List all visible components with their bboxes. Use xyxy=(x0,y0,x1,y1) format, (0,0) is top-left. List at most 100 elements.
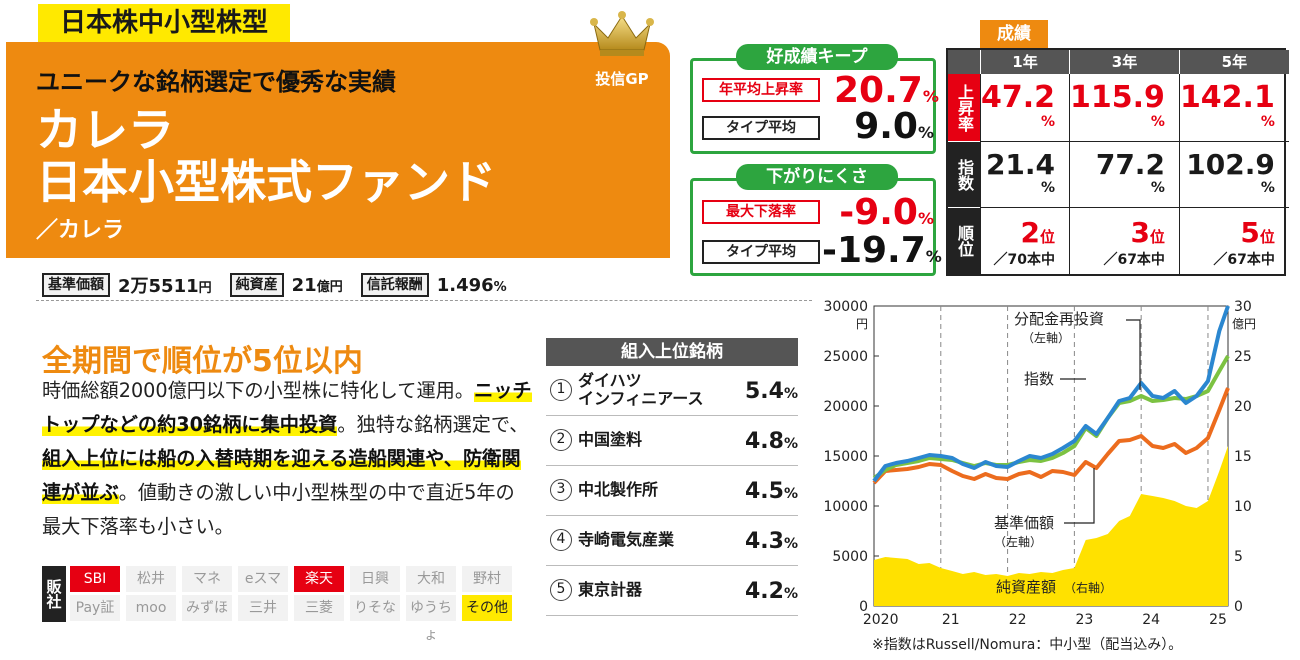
performance-table: 1年 3年 5年 上昇率 47.2% 115.9% 142.1% 指数 21.4… xyxy=(946,48,1289,276)
index-5y: 102.9% xyxy=(1178,142,1289,208)
downside-row2-label: タイプ平均 xyxy=(702,240,820,264)
stat-label-assets: 純資産 xyxy=(229,273,284,297)
broker-cell: 松井 xyxy=(126,566,176,593)
downside-box xyxy=(690,178,936,276)
stat-label-nav: 基準価額 xyxy=(42,273,110,297)
y-tick-left: 15000 xyxy=(823,449,868,465)
x-tick-label: 22 xyxy=(1009,612,1027,628)
broker-cell: 日興 xyxy=(350,566,400,593)
broker-cell: eスマ xyxy=(238,566,288,593)
col-5y: 5年 xyxy=(1178,50,1289,74)
broker-cell: moo xyxy=(126,595,176,622)
label-index: 指数 xyxy=(1024,370,1054,388)
stat-value-nav: 2万5511円 xyxy=(118,276,212,297)
broker-cell: 三井 xyxy=(238,595,288,622)
company-name: ／カレラ xyxy=(36,218,125,243)
y-tick-left: 25000 xyxy=(823,349,868,365)
broker-cell: 三菱 xyxy=(294,595,344,622)
good-perf-row2-label: タイプ平均 xyxy=(702,116,820,140)
y-tick-left: 0 xyxy=(859,599,868,615)
x-tick-label: 25 xyxy=(1209,612,1227,628)
stats-row: 基準価額 2万5511円 純資産 21億円 信託報酬 1.496% xyxy=(42,272,507,298)
rank-3y: 3位 ／67本中 xyxy=(1069,208,1179,274)
x-tick-label: 24 xyxy=(1142,612,1160,628)
broker-label: 販社 xyxy=(42,566,66,622)
stat-value-fee: 1.496% xyxy=(436,274,507,296)
rise-1y: 47.2% xyxy=(980,74,1070,142)
broker-cell: ゆうちょ xyxy=(406,595,456,643)
rank-label: 順位 xyxy=(948,208,980,274)
label-reinvest: 分配金再投資 xyxy=(1014,310,1104,328)
downside-row1-label: 最大下落率 xyxy=(702,200,820,224)
fund-name-line2: 日本小型株式ファンド xyxy=(36,155,496,209)
downside-title: 下がりにくさ xyxy=(736,164,898,190)
award-label: 投信GP xyxy=(595,70,649,88)
y-tick-left: 30000 xyxy=(823,299,868,315)
col-3y: 3年 xyxy=(1069,50,1179,74)
performance-title: 成績 xyxy=(980,20,1048,48)
x-tick-label: 21 xyxy=(942,612,960,628)
fund-header xyxy=(6,42,670,258)
broker-cell: マネ xyxy=(182,566,232,593)
broker-cell: みずほ xyxy=(182,595,232,622)
right-unit: 億円 xyxy=(1232,317,1256,331)
label-nav: 基準価額 xyxy=(994,514,1054,532)
broker-cell: りそな xyxy=(350,595,400,622)
performance-chart: 2020 21 22 23 24 25 0 5000 10000 15000 20000 25000 3… xyxy=(823,299,1256,628)
y-tick-right: 25 xyxy=(1234,349,1252,365)
subcopy: ユニークな銘柄選定で優秀な実績 xyxy=(36,68,396,96)
left-unit: 円 xyxy=(856,317,868,331)
rise-5y: 142.1% xyxy=(1178,74,1289,142)
y-tick-left: 10000 xyxy=(823,499,868,515)
holding-row: 2 中国塗料 4.8% xyxy=(546,416,798,466)
label-assets-sub: （右軸） xyxy=(1064,580,1112,595)
broker-cell: 野村 xyxy=(462,566,512,593)
stat-value-assets: 21億円 xyxy=(291,274,343,296)
stat-label-fee: 信託報酬 xyxy=(360,273,429,297)
y-tick-right: 15 xyxy=(1234,449,1252,465)
holding-row: 3 中北製作所 4.5% xyxy=(546,466,798,516)
broker-cell: 大和 xyxy=(406,566,456,593)
x-tick-label: 2020 xyxy=(863,612,899,628)
rank-1y: 2位 ／70本中 xyxy=(980,208,1069,274)
broker-cell: SBI xyxy=(70,566,120,593)
feature-title: 全期間で順位が5位以内 xyxy=(42,344,363,379)
index-label: 指数 xyxy=(948,142,980,208)
series-area-net-assets xyxy=(874,446,1228,606)
holding-row: 1 ダイハツ インフィニアース 5.4% xyxy=(546,366,798,416)
broker-cell: その他 xyxy=(462,595,512,622)
leader-reinvest xyxy=(1126,319,1141,390)
award-badge: 投信GP xyxy=(578,10,666,89)
category-tab: 日本株中小型株型 xyxy=(38,4,290,42)
index-1y: 21.4% xyxy=(980,142,1070,208)
section-divider xyxy=(36,300,812,301)
fund-name-line1: カレラ xyxy=(36,103,174,157)
crown-icon xyxy=(590,11,654,56)
broker-cell: 楽天 xyxy=(294,566,344,593)
rank-5y: 5位 ／67本中 xyxy=(1178,208,1289,274)
good-perf-row1-value: 20.7% xyxy=(834,70,939,111)
y-tick-left: 5000 xyxy=(832,549,868,565)
y-tick-right: 30 xyxy=(1234,299,1252,315)
broker-grid: 販社 SBI 松井 マネ eスマ 楽天 日興 大和 野村 Pay証 moo みずほ 三井 三菱 りそな ゆう… xyxy=(42,566,520,643)
good-perf-row1-label: 年平均上昇率 xyxy=(702,78,820,102)
downside-row1-value: -9.0% xyxy=(839,192,934,233)
series-line-reinvest xyxy=(872,305,1230,483)
holding-row: 5 東京計器 4.2% xyxy=(546,566,798,616)
x-tick-label: 23 xyxy=(1075,612,1093,628)
fund-name: カレラ 日本小型株式ファンド xyxy=(36,104,496,208)
rise-3y: 115.9% xyxy=(1069,74,1179,142)
y-tick-right: 10 xyxy=(1234,499,1252,515)
good-perf-row2-value: 9.0% xyxy=(854,106,934,147)
label-assets: 純資産額 xyxy=(996,578,1056,596)
series-line-nav xyxy=(872,387,1230,485)
index-3y: 77.2% xyxy=(1069,142,1179,208)
leader-nav xyxy=(1064,468,1095,524)
top-holdings: 組入上位銘柄 1 ダイハツ インフィニアース 5.4% 2 中国塗料 4.8% 3 中北製… xyxy=(546,338,798,616)
holdings-title: 組入上位銘柄 xyxy=(546,338,798,366)
y-tick-right: 0 xyxy=(1234,599,1243,615)
broker-cell: Pay証 xyxy=(70,595,120,622)
chart-note: ※指数はRussell/Nomura：中小型（配当込み）。 xyxy=(872,637,1183,653)
label-nav-sub: （左軸） xyxy=(994,534,1042,549)
y-tick-right: 5 xyxy=(1234,549,1243,565)
